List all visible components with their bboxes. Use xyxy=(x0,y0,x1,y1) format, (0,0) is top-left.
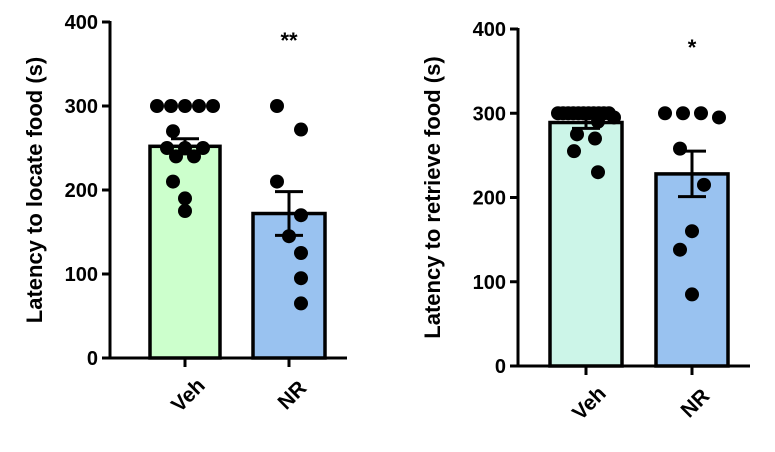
y-tick-label: 400 xyxy=(65,12,98,34)
data-point xyxy=(150,99,164,113)
data-point xyxy=(294,296,308,311)
data-point xyxy=(570,127,584,142)
data-point xyxy=(591,165,605,180)
data-point xyxy=(588,131,602,146)
data-point xyxy=(294,122,308,137)
data-point xyxy=(270,99,284,113)
data-point xyxy=(166,174,180,189)
data-point xyxy=(697,177,711,192)
data-point xyxy=(294,246,308,260)
x-tick-label-nr: NR xyxy=(677,385,715,423)
bar-veh xyxy=(548,120,624,368)
data-point xyxy=(294,271,308,286)
y-tick-label: 200 xyxy=(473,188,506,210)
data-point xyxy=(164,99,178,113)
data-point xyxy=(166,124,180,139)
data-point xyxy=(192,99,206,113)
y-tick-label: 100 xyxy=(65,264,98,286)
y-axis-title: Latency to retrieve food (s) xyxy=(420,56,445,338)
data-point xyxy=(567,144,581,159)
data-point xyxy=(178,191,192,206)
data-point xyxy=(178,141,192,155)
y-tick-label: 0 xyxy=(495,356,506,378)
y-axis-title: Latency to locate food (s) xyxy=(22,57,47,323)
data-point xyxy=(178,99,192,113)
data-point xyxy=(712,110,726,125)
data-point xyxy=(591,114,605,129)
x-tick-label-veh: Veh xyxy=(568,382,611,425)
data-point xyxy=(178,204,192,218)
data-point xyxy=(270,174,284,189)
y-tick-label: 0 xyxy=(87,348,98,370)
chart-panel-2: 0 100 200 300 400 Latency to retrieve food (s… xyxy=(420,19,750,425)
x-tick-label-veh: Veh xyxy=(167,374,210,417)
y-tick-label: 300 xyxy=(473,103,506,125)
chart-panel-1: 0 100 200 300 400 Latency to locate food (s) V… xyxy=(22,12,347,417)
bar-nr xyxy=(654,172,730,368)
data-point xyxy=(607,110,621,125)
data-point xyxy=(282,229,296,244)
significance-marker: * xyxy=(688,35,697,60)
y-tick-label: 400 xyxy=(473,19,506,41)
data-point xyxy=(673,141,687,156)
bar-veh xyxy=(148,144,222,360)
data-point xyxy=(294,208,308,223)
data-point xyxy=(685,224,699,239)
y-tick-label: 100 xyxy=(473,272,506,294)
data-point xyxy=(694,106,708,121)
data-point xyxy=(685,287,699,302)
x-tick-label-nr: NR xyxy=(274,377,312,415)
data-point xyxy=(196,141,210,155)
data-point xyxy=(673,242,687,257)
data-point xyxy=(658,106,672,121)
y-tick-label: 200 xyxy=(65,180,98,202)
data-point xyxy=(187,149,201,164)
data-point xyxy=(169,149,183,164)
data-point xyxy=(206,99,220,113)
significance-marker: ** xyxy=(280,28,298,53)
data-point xyxy=(676,106,690,121)
data-point xyxy=(160,141,174,155)
y-tick-label: 300 xyxy=(65,96,98,118)
